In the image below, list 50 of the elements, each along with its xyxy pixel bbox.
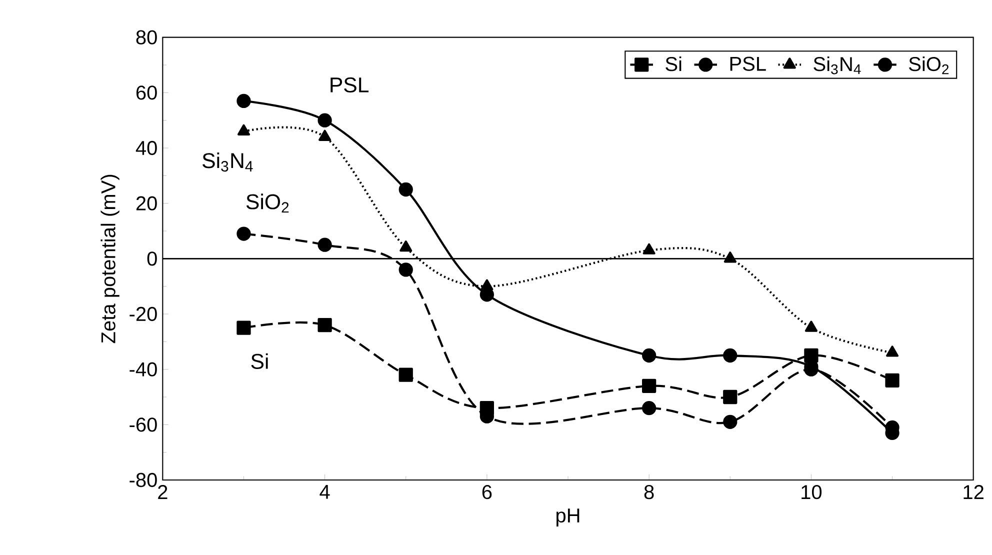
x-tick-label: 10: [802, 485, 822, 500]
point: [236, 94, 251, 108]
text: SiO$_{2}$: [246, 194, 289, 213]
point: [642, 379, 656, 394]
point: [804, 320, 818, 332]
point: [237, 124, 250, 136]
y-tick-label: -80: [130, 473, 157, 488]
point: [236, 320, 251, 336]
point: [886, 346, 899, 357]
x-tick-label: 8: [644, 485, 654, 500]
x-axis-title: pH: [556, 508, 580, 527]
x-tick-label: 6: [482, 485, 492, 500]
y-tick-label: -40: [130, 362, 157, 377]
point: [236, 226, 251, 241]
legend-label: Si$_{3}$N$_{4}$: [814, 56, 861, 74]
point: [885, 373, 900, 388]
y-tick-label: 60: [136, 86, 157, 100]
y-tick-label: 0: [147, 252, 157, 266]
point: [723, 348, 738, 363]
y-tick-label: 20: [136, 196, 157, 211]
legend-label: Si: [666, 56, 682, 72]
text: Si$_{3}$N$_{4}$: [202, 152, 253, 172]
point: [642, 401, 656, 416]
point: [400, 240, 412, 252]
x-tick-label: 4: [320, 485, 330, 499]
point: [318, 318, 332, 332]
point: [398, 182, 413, 197]
y-tick-label: 40: [136, 141, 157, 156]
point: [480, 279, 494, 291]
text: Si: [251, 353, 268, 370]
point: [804, 348, 818, 363]
y-tick-label: -20: [130, 307, 157, 322]
point: [724, 252, 736, 263]
point: [318, 113, 332, 128]
point: [398, 368, 413, 382]
x-tick-label: 12: [964, 485, 984, 500]
text: PSL: [330, 78, 369, 93]
point: [318, 130, 332, 142]
point: [398, 262, 413, 277]
point: [642, 243, 656, 255]
y-axis-title: Zeta potential (mV): [100, 175, 120, 344]
y-tick-label: -60: [130, 418, 157, 432]
point: [723, 414, 738, 430]
y-tick-label: 80: [136, 30, 157, 45]
x-tick-label: 2: [158, 485, 168, 500]
point: [723, 390, 738, 404]
legend-label: PSL: [730, 56, 766, 72]
point: [318, 238, 332, 252]
point: [642, 348, 656, 363]
legend-label: SiO$_{2}$: [909, 56, 949, 74]
